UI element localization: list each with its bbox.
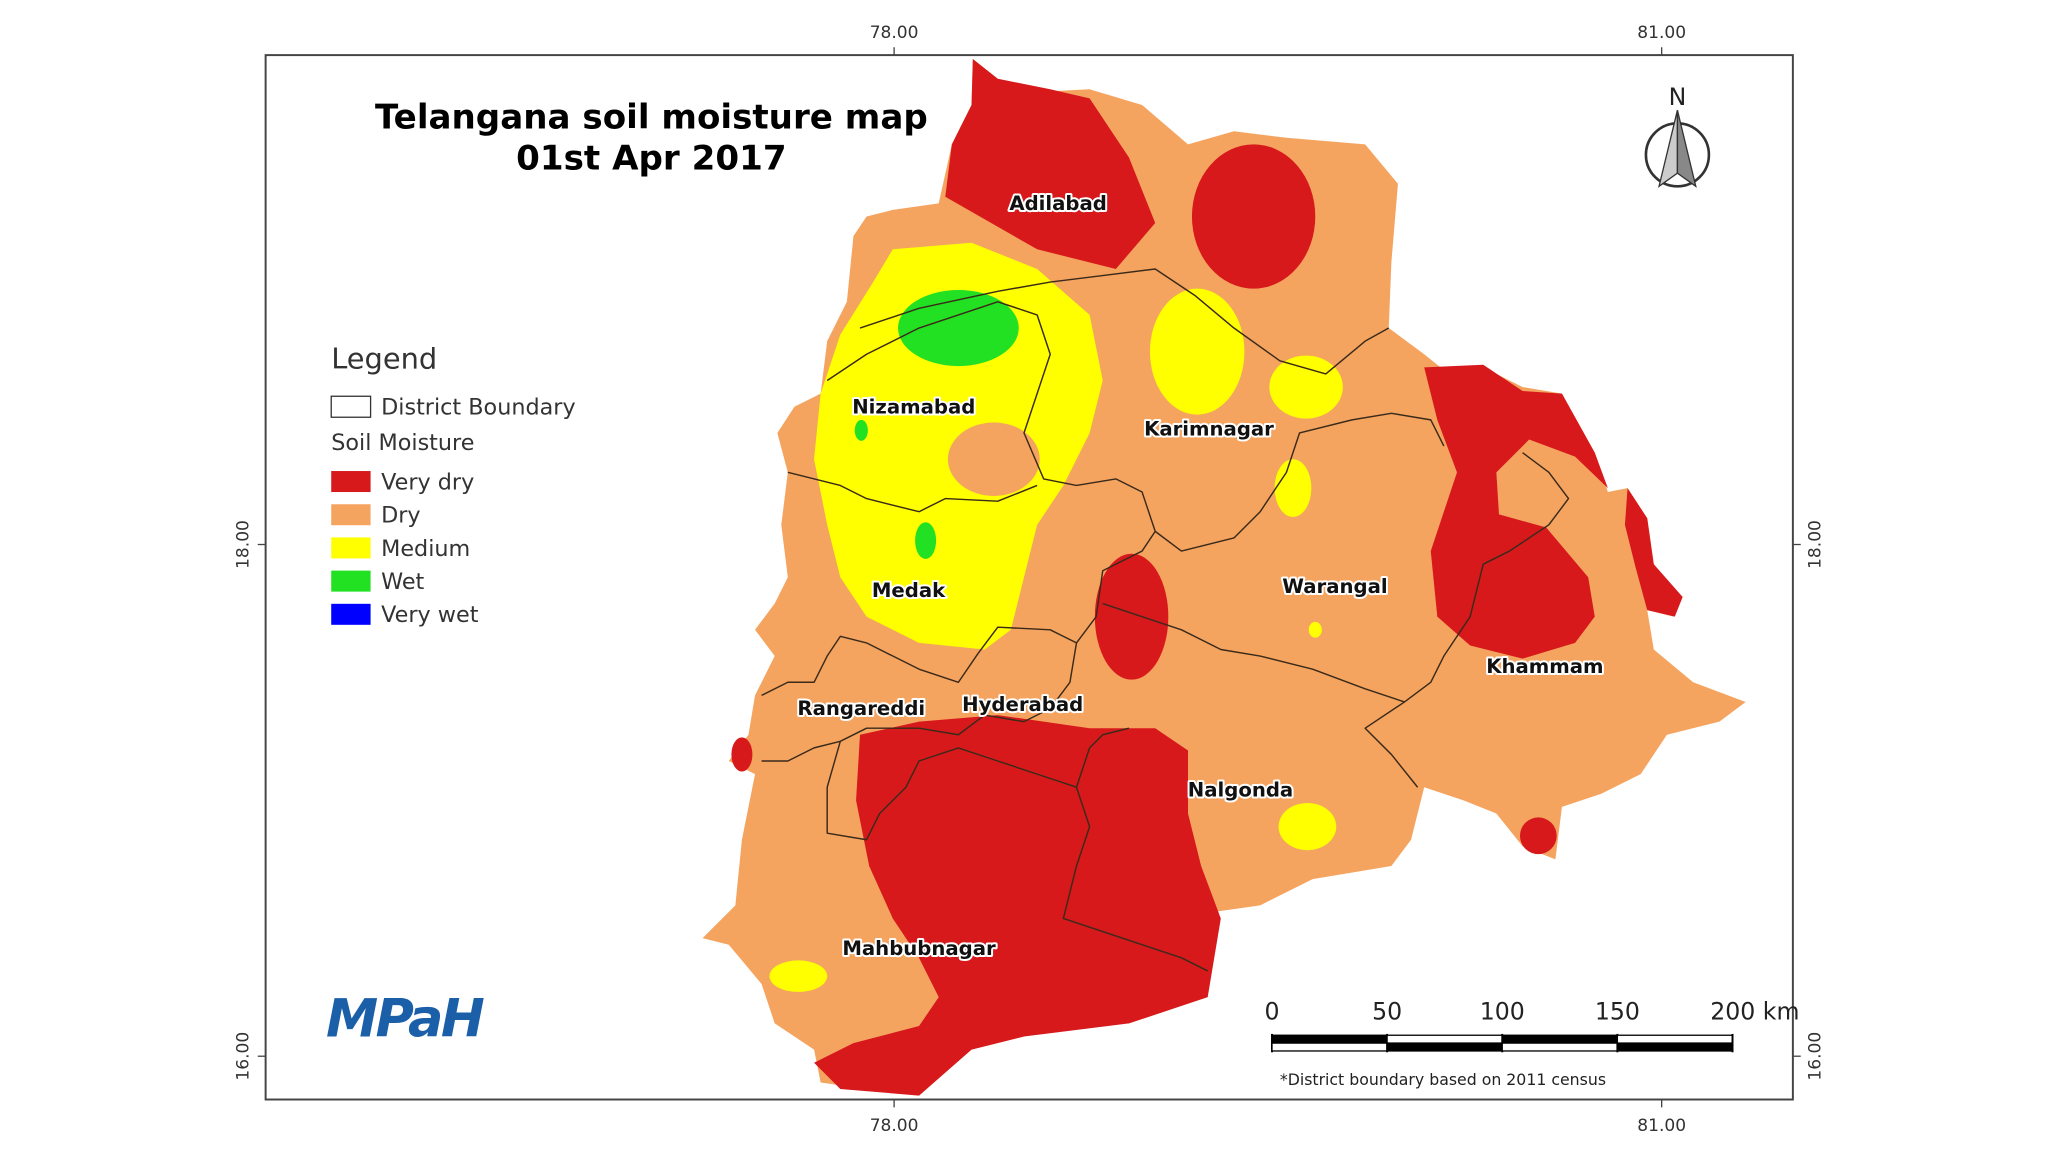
legend-label: Very dry [381, 469, 474, 495]
district-label: Hyderabad [962, 693, 1083, 716]
map-subtitle: 01st Apr 2017 [516, 138, 786, 178]
y-tick-label: 16.00 [234, 1032, 254, 1081]
footnote: *District boundary based on 2011 census [1280, 1070, 1606, 1089]
district-label: Nalgonda [1188, 778, 1293, 801]
legend-swatch [331, 471, 371, 493]
legend-swatch [331, 504, 371, 526]
scale-segment [1386, 1042, 1503, 1052]
very-dry-area [1519, 817, 1557, 855]
district-boundary [761, 642, 1078, 762]
scale-segment [1501, 1034, 1619, 1044]
district-label: Medak [872, 579, 946, 602]
scale-label: 0 [1264, 997, 1279, 1025]
very-dry-area [1424, 364, 1608, 659]
medium-area [769, 960, 828, 992]
dry-area [947, 422, 1040, 496]
map-title: Telangana soil moisture map [375, 98, 928, 138]
x-tick-label: 78.00 [870, 1116, 919, 1136]
medium-area [1278, 802, 1337, 851]
district-labels: Adilabad Nizamabad Karimnagar Medak Warangal… [795, 190, 1605, 962]
scale-label: 50 [1372, 997, 1402, 1025]
north-arrow: N [1644, 83, 1711, 188]
legend-label: Medium [381, 536, 470, 562]
very-dry-area [945, 59, 1156, 269]
legend-swatch [331, 537, 371, 559]
district-boundary [826, 741, 1209, 972]
district-boundary [761, 530, 1156, 697]
coordinate-ticks: 78.00 78.00 81.00 81.00 18.00 18.00 16.00 16.00 [234, 23, 1826, 1136]
scale-label: 100 [1480, 997, 1525, 1025]
scale-segment [1501, 1042, 1619, 1052]
legend-boundary-swatch [330, 395, 372, 418]
legend-swatch [331, 570, 371, 592]
y-tick-label: 16.00 [1805, 1032, 1825, 1081]
district-boundary [1075, 727, 1130, 788]
district-label: Nizamabad [852, 395, 975, 418]
district-boundary [787, 471, 1038, 513]
x-tick-label: 81.00 [1637, 1116, 1686, 1136]
scale-label: 200 km [1710, 997, 1799, 1025]
very-dry-area [731, 737, 753, 772]
district-label: Adilabad [1009, 192, 1107, 215]
medium-area [1274, 459, 1312, 517]
district-boundary [1102, 452, 1570, 703]
scale-segment [1616, 1034, 1734, 1044]
wet-area [915, 522, 937, 559]
district-label: Karimnagar [1144, 418, 1274, 441]
scale-label: 150 [1595, 997, 1640, 1025]
x-tick-label: 78.00 [870, 23, 919, 43]
district-boundary [1364, 701, 1419, 788]
legend-boundary-label: District Boundary [381, 395, 576, 421]
north-label: N [1669, 83, 1687, 111]
wet-area [898, 289, 1019, 367]
scale-segment [1616, 1042, 1734, 1052]
scale-segment [1386, 1034, 1503, 1044]
legend-swatch [331, 603, 371, 625]
logo: MPaH [326, 989, 484, 1050]
legend-label: Dry [381, 503, 421, 529]
legend: Very dry Dry Medium Wet Very wet [331, 469, 479, 628]
very-dry-area [814, 715, 1221, 1096]
district-boundary [826, 301, 1445, 552]
legend-label: Wet [381, 569, 424, 595]
district-label: Warangal [1282, 575, 1387, 598]
legend-label: Very wet [381, 602, 479, 628]
very-dry-area [1624, 488, 1683, 617]
medium-area [1308, 621, 1322, 638]
x-tick-label: 81.00 [1637, 23, 1686, 43]
scale-segment [1271, 1034, 1388, 1044]
legend-title: Legend [331, 342, 437, 376]
wet-area [854, 419, 868, 441]
very-dry-area [1094, 553, 1169, 680]
district-boundary [859, 268, 1390, 375]
legend-group-label: Soil Moisture [331, 430, 474, 456]
y-tick-label: 18.00 [1805, 520, 1825, 569]
north-needle [1676, 110, 1697, 188]
district-boundaries [761, 268, 1570, 972]
very-dry-area [1191, 144, 1316, 289]
district-label: Khammam [1486, 655, 1603, 678]
scale-bar: 0 50 100 150 200 km [1264, 997, 1799, 1053]
soil-moisture-layer [702, 59, 1746, 1096]
district-label: Mahbubnagar [842, 937, 996, 960]
district-label: Rangareddi [797, 697, 925, 720]
y-tick-label: 18.00 [234, 520, 254, 569]
medium-area [1269, 355, 1343, 419]
scale-segment [1271, 1042, 1388, 1052]
medium-area [1149, 288, 1245, 415]
